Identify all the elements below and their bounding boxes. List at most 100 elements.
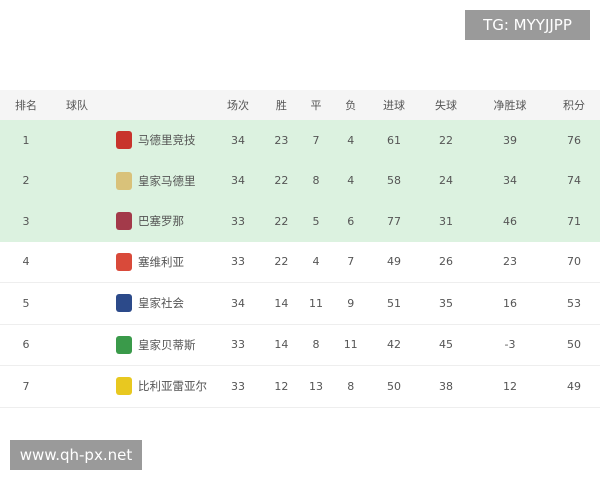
losses-cell: 7 bbox=[333, 241, 369, 283]
team-name[interactable]: 马德里竞技 bbox=[138, 133, 196, 148]
goal-diff-cell: 23 bbox=[472, 241, 548, 283]
header-goal-diff: 净胜球 bbox=[472, 90, 548, 120]
team-name[interactable]: 皇家马德里 bbox=[138, 173, 196, 188]
header-losses: 负 bbox=[333, 90, 369, 120]
real-betis-crest-icon bbox=[116, 335, 132, 354]
rank-cell: 1 bbox=[0, 120, 52, 161]
goals-against-cell: 35 bbox=[420, 282, 473, 325]
goal-diff-cell: -3 bbox=[472, 324, 548, 366]
goals-for-cell: 77 bbox=[368, 201, 421, 242]
table-row[interactable]: 3 巴塞罗那 33 22 5 6 77 31 46 71 bbox=[0, 201, 600, 242]
goals-for-cell: 58 bbox=[368, 160, 421, 201]
played-cell: 34 bbox=[212, 120, 265, 161]
draws-cell: 4 bbox=[298, 241, 334, 283]
wins-cell: 23 bbox=[264, 120, 299, 161]
goal-diff-cell: 16 bbox=[472, 282, 548, 325]
goals-against-cell: 31 bbox=[420, 201, 473, 242]
goal-diff-cell: 46 bbox=[472, 201, 548, 242]
table-row[interactable]: 4 塞维利亚 33 22 4 7 49 26 23 70 bbox=[0, 241, 600, 283]
table-row[interactable]: 1 马德里竞技 34 23 7 4 61 22 39 76 bbox=[0, 120, 600, 161]
goals-against-cell: 38 bbox=[420, 365, 473, 408]
goals-against-cell: 22 bbox=[420, 120, 473, 161]
points-cell: 71 bbox=[547, 201, 600, 242]
team-name[interactable]: 塞维利亚 bbox=[138, 254, 184, 269]
team-cell: 马德里竞技 bbox=[52, 120, 212, 161]
points-cell: 49 bbox=[547, 365, 600, 408]
wins-cell: 12 bbox=[264, 365, 299, 408]
team-cell: 皇家马德里 bbox=[52, 160, 212, 201]
goals-for-cell: 49 bbox=[368, 241, 421, 283]
played-cell: 33 bbox=[212, 201, 265, 242]
header-played: 场次 bbox=[212, 90, 265, 120]
played-cell: 34 bbox=[212, 160, 265, 201]
team-name[interactable]: 皇家社会 bbox=[138, 296, 184, 311]
goals-for-cell: 51 bbox=[368, 282, 421, 325]
header-goals-for: 进球 bbox=[368, 90, 421, 120]
header-wins: 胜 bbox=[264, 90, 299, 120]
table-row[interactable]: 7 比利亚雷亚尔 33 12 13 8 50 38 12 49 bbox=[0, 365, 600, 408]
goals-against-cell: 24 bbox=[420, 160, 473, 201]
losses-cell: 8 bbox=[333, 365, 369, 408]
table-row[interactable]: 6 皇家贝蒂斯 33 14 8 11 42 45 -3 50 bbox=[0, 324, 600, 366]
real-sociedad-crest-icon bbox=[116, 294, 132, 313]
sevilla-crest-icon bbox=[116, 252, 132, 271]
team-cell: 塞维利亚 bbox=[52, 241, 212, 283]
header-goals-against: 失球 bbox=[420, 90, 473, 120]
real-madrid-crest-icon bbox=[116, 171, 132, 190]
standings-table: 排名 球队 场次 胜 平 负 进球 失球 净胜球 积分 1 马德里竞技 34 23 7 4… bbox=[0, 90, 600, 408]
points-cell: 74 bbox=[547, 160, 600, 201]
goals-for-cell: 42 bbox=[368, 324, 421, 366]
team-cell: 皇家贝蒂斯 bbox=[52, 324, 212, 366]
losses-cell: 9 bbox=[333, 282, 369, 325]
goals-for-cell: 61 bbox=[368, 120, 421, 161]
draws-cell: 11 bbox=[298, 282, 334, 325]
points-cell: 76 bbox=[547, 120, 600, 161]
wins-cell: 14 bbox=[264, 324, 299, 366]
table-row[interactable]: 5 皇家社会 34 14 11 9 51 35 16 53 bbox=[0, 282, 600, 325]
draws-cell: 8 bbox=[298, 324, 334, 366]
draws-cell: 13 bbox=[298, 365, 334, 408]
goals-for-cell: 50 bbox=[368, 365, 421, 408]
rank-cell: 3 bbox=[0, 201, 52, 242]
team-name[interactable]: 比利亚雷亚尔 bbox=[138, 379, 207, 394]
points-cell: 53 bbox=[547, 282, 600, 325]
points-cell: 70 bbox=[547, 241, 600, 283]
watermark-bottom: www.qh-px.net bbox=[10, 440, 142, 470]
rank-cell: 4 bbox=[0, 241, 52, 283]
header-rank: 排名 bbox=[0, 90, 52, 120]
goal-diff-cell: 12 bbox=[472, 365, 548, 408]
losses-cell: 4 bbox=[333, 160, 369, 201]
played-cell: 33 bbox=[212, 365, 265, 408]
played-cell: 33 bbox=[212, 241, 265, 283]
losses-cell: 11 bbox=[333, 324, 369, 366]
goals-against-cell: 45 bbox=[420, 324, 473, 366]
rank-cell: 7 bbox=[0, 365, 52, 408]
watermark-top: TG: MYYJJPP bbox=[465, 10, 590, 40]
header-row: 排名 球队 场次 胜 平 负 进球 失球 净胜球 积分 bbox=[0, 90, 600, 120]
header-points: 积分 bbox=[547, 90, 600, 120]
losses-cell: 6 bbox=[333, 201, 369, 242]
rank-cell: 6 bbox=[0, 324, 52, 366]
team-cell: 比利亚雷亚尔 bbox=[52, 365, 212, 408]
table-row[interactable]: 2 皇家马德里 34 22 8 4 58 24 34 74 bbox=[0, 160, 600, 201]
rank-cell: 2 bbox=[0, 160, 52, 201]
draws-cell: 7 bbox=[298, 120, 334, 161]
header-draws: 平 bbox=[298, 90, 334, 120]
goal-diff-cell: 39 bbox=[472, 120, 548, 161]
team-name[interactable]: 皇家贝蒂斯 bbox=[138, 337, 196, 352]
team-name[interactable]: 巴塞罗那 bbox=[138, 214, 184, 229]
team-cell: 皇家社会 bbox=[52, 282, 212, 325]
team-cell: 巴塞罗那 bbox=[52, 201, 212, 242]
wins-cell: 22 bbox=[264, 241, 299, 283]
atletico-madrid-crest-icon bbox=[116, 131, 132, 150]
wins-cell: 22 bbox=[264, 201, 299, 242]
draws-cell: 5 bbox=[298, 201, 334, 242]
villarreal-crest-icon bbox=[116, 377, 132, 396]
goal-diff-cell: 34 bbox=[472, 160, 548, 201]
points-cell: 50 bbox=[547, 324, 600, 366]
played-cell: 33 bbox=[212, 324, 265, 366]
played-cell: 34 bbox=[212, 282, 265, 325]
barcelona-crest-icon bbox=[116, 212, 132, 231]
wins-cell: 14 bbox=[264, 282, 299, 325]
goals-against-cell: 26 bbox=[420, 241, 473, 283]
